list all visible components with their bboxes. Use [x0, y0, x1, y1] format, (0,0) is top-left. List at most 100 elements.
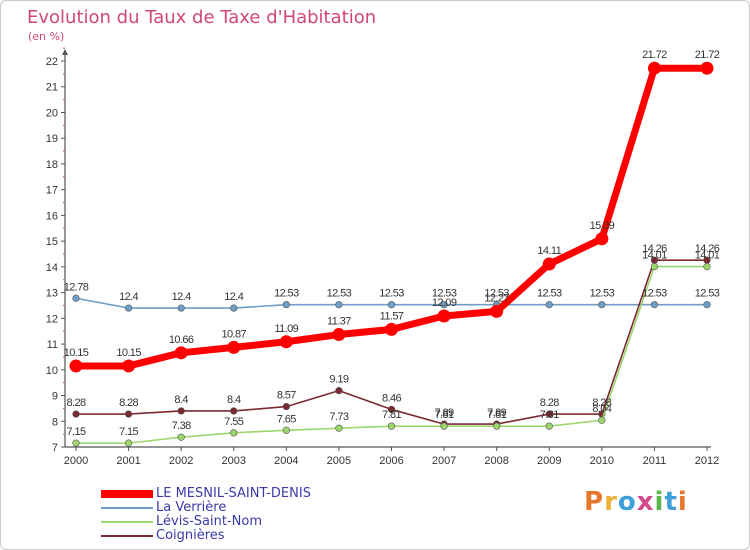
data-point [650, 263, 659, 271]
y-tick-label: 21 [46, 82, 58, 94]
data-point [174, 346, 188, 360]
data-label: 7.15 [119, 426, 138, 438]
x-tick-label: 2007 [432, 455, 456, 467]
data-point [335, 424, 343, 432]
data-point [703, 263, 711, 271]
y-tick-label: 9 [52, 391, 58, 403]
data-label: 12.53 [379, 288, 404, 300]
data-point [387, 422, 396, 430]
x-tick-label: 2009 [537, 455, 561, 467]
data-label: 12.53 [432, 288, 457, 300]
data-label: 8.46 [382, 392, 401, 404]
data-point [124, 304, 133, 312]
data-point [282, 402, 290, 411]
data-point [230, 407, 238, 415]
data-point [647, 61, 661, 75]
data-point [545, 422, 553, 430]
y-axis-arrow [62, 49, 68, 55]
data-point [230, 429, 238, 437]
data-point [545, 301, 553, 309]
x-tick-label: 2005 [327, 455, 351, 467]
data-label: 12.53 [642, 288, 667, 300]
data-label: 11.37 [327, 316, 351, 328]
data-point [124, 439, 133, 447]
data-label: 12.4 [172, 291, 191, 303]
data-point [69, 359, 83, 373]
data-label: 8.57 [277, 390, 296, 402]
legend-swatch [101, 507, 153, 509]
legend-item: La Verrière [101, 500, 401, 515]
data-point [332, 328, 346, 342]
data-label: 12.78 [64, 281, 89, 293]
data-label: 12.27 [484, 292, 509, 304]
data-point [72, 294, 80, 302]
data-point [335, 387, 343, 395]
data-label: 7.73 [329, 411, 348, 423]
data-label: 7.81 [382, 409, 401, 421]
data-point [545, 410, 553, 418]
data-point [595, 232, 609, 246]
x-tick-label: 2003 [222, 455, 246, 467]
data-label: 7.81 [540, 409, 559, 421]
data-label: 12.53 [484, 288, 509, 300]
data-label: 12.53 [695, 288, 720, 300]
legend-label: LE MESNIL-SAINT-DENIS [156, 486, 311, 501]
data-point [72, 410, 80, 418]
data-point [437, 309, 451, 323]
logo-letter: t [664, 487, 678, 517]
data-point [598, 301, 606, 309]
data-point [282, 301, 290, 309]
data-label: 14.26 [642, 243, 667, 255]
chart-title: Evolution du Taux de Taxe d'Habitation [27, 7, 377, 28]
data-point [650, 301, 659, 309]
data-label: 12.53 [537, 288, 562, 300]
data-point [385, 322, 398, 336]
data-label: 14.01 [695, 250, 720, 262]
data-label: 12.09 [432, 297, 457, 309]
logo-letter: r [604, 487, 618, 517]
data-label: 14.11 [537, 245, 561, 257]
data-label: 10.15 [116, 347, 141, 359]
data-label: 10.66 [169, 334, 194, 346]
y-tick-label: 7 [52, 442, 58, 454]
data-point [124, 410, 133, 418]
data-label: 21.72 [642, 49, 667, 61]
data-label: 10.87 [221, 328, 246, 340]
data-label: 12.53 [590, 288, 615, 300]
data-label: 15.09 [590, 220, 615, 232]
y-tick-label: 22 [46, 56, 58, 68]
data-point [335, 301, 343, 309]
y-tick-label: 14 [46, 262, 58, 274]
data-point [177, 304, 185, 312]
data-point [700, 61, 714, 75]
data-point [177, 407, 185, 415]
logo-letter: i [654, 487, 665, 517]
data-label: 10.15 [64, 347, 89, 359]
y-tick-label: 13 [46, 288, 58, 300]
data-point [282, 426, 290, 434]
data-label: 7.89 [435, 407, 454, 419]
y-tick-label: 18 [46, 159, 58, 171]
x-tick-label: 2001 [116, 455, 140, 467]
data-label: 12.4 [224, 291, 243, 303]
data-label: 12.53 [274, 288, 299, 300]
y-tick-label: 19 [46, 133, 58, 145]
data-label: 11.57 [380, 310, 404, 322]
data-point [542, 257, 556, 271]
data-point [493, 422, 501, 430]
data-label: 8.28 [119, 397, 138, 409]
x-tick-label: 2010 [590, 455, 614, 467]
legend-swatch [101, 490, 153, 498]
y-tick-label: 15 [46, 236, 58, 248]
unit-label: (en %) [28, 30, 65, 43]
y-tick-label: 12 [46, 313, 58, 325]
legend-swatch [101, 535, 153, 537]
data-label: 21.72 [695, 49, 720, 61]
data-label: 7.38 [172, 420, 191, 432]
data-label: 14.26 [695, 243, 720, 255]
x-tick-label: 2004 [274, 455, 298, 467]
data-label: 8.28 [592, 397, 611, 409]
legend-label: Coignières [156, 528, 225, 543]
